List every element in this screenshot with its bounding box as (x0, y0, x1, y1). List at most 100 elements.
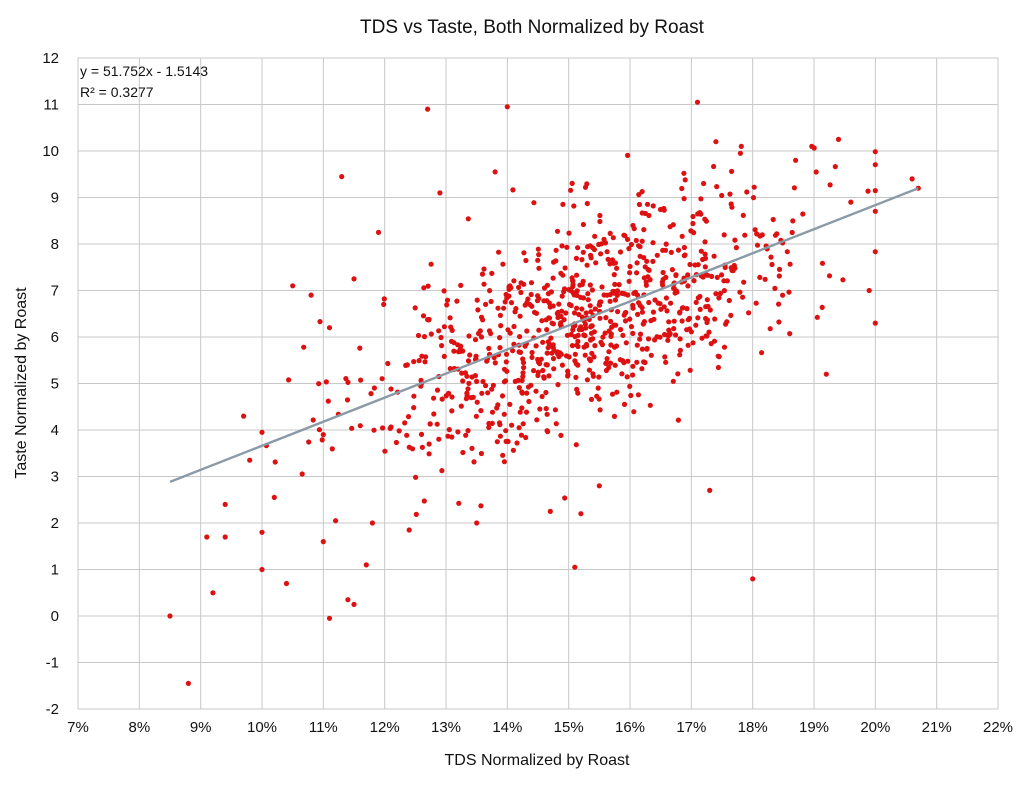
data-point (607, 230, 613, 236)
data-point (637, 336, 643, 342)
data-point (501, 411, 507, 417)
data-point (609, 324, 615, 330)
data-point (574, 386, 580, 392)
data-point (319, 437, 325, 443)
data-point (422, 359, 428, 365)
data-point (668, 249, 674, 255)
data-point (535, 369, 541, 375)
data-point (570, 281, 576, 288)
x-tick-label: 15% (554, 719, 584, 736)
data-point (737, 289, 743, 295)
data-point (507, 401, 513, 407)
data-point (543, 362, 549, 368)
data-point (514, 440, 520, 446)
data-point (416, 358, 422, 364)
data-point (511, 323, 517, 330)
data-point (521, 250, 527, 256)
data-point (555, 382, 561, 388)
data-point (449, 394, 455, 400)
data-point (552, 407, 559, 413)
y-tick-label: 10 (42, 143, 59, 160)
data-point (559, 293, 565, 299)
data-point (592, 306, 598, 312)
data-point (713, 291, 719, 297)
data-point (715, 353, 721, 359)
data-point (497, 422, 503, 428)
data-point (677, 352, 683, 358)
data-point (675, 371, 681, 377)
data-point (496, 249, 502, 255)
data-point (767, 326, 773, 332)
data-point (573, 374, 579, 380)
data-point (597, 407, 603, 413)
data-point (721, 288, 728, 294)
data-point (650, 203, 656, 209)
data-point (454, 298, 460, 304)
data-point (535, 246, 541, 252)
data-point (520, 421, 526, 427)
data-point (566, 230, 572, 236)
data-point (548, 289, 555, 295)
data-point (694, 99, 701, 105)
data-point (326, 615, 333, 621)
data-point (597, 212, 603, 219)
data-point (517, 334, 523, 340)
data-point (520, 370, 526, 376)
data-point (614, 265, 620, 271)
data-point (531, 200, 537, 206)
data-point (621, 401, 628, 407)
data-point (588, 337, 594, 343)
data-point (494, 439, 500, 445)
data-point (447, 315, 453, 321)
data-point (729, 267, 735, 273)
data-point (610, 288, 616, 294)
data-point (497, 335, 503, 341)
data-point (460, 378, 466, 384)
data-point (636, 201, 643, 208)
data-point (592, 343, 598, 349)
data-point (625, 152, 631, 158)
data-point (357, 423, 363, 429)
data-point (677, 347, 684, 353)
data-point (574, 272, 580, 278)
data-point (647, 277, 653, 283)
data-point (427, 421, 433, 427)
data-point (524, 390, 530, 396)
data-point (357, 345, 363, 351)
data-point (428, 261, 434, 267)
y-tick-label: 4 (51, 422, 59, 439)
data-point (310, 417, 316, 423)
data-point (616, 282, 622, 288)
data-point (371, 427, 377, 433)
data-point (562, 495, 568, 501)
data-point (762, 276, 768, 282)
y-tick-label: -2 (46, 701, 59, 718)
data-point (677, 336, 683, 342)
data-point (827, 182, 833, 188)
data-point (600, 334, 606, 340)
data-point (645, 266, 651, 273)
data-point (508, 300, 515, 306)
data-point (614, 288, 621, 294)
data-point (626, 246, 632, 252)
data-point (693, 299, 699, 305)
data-point (492, 169, 498, 175)
data-point (431, 395, 437, 401)
data-point (478, 334, 485, 340)
data-point (474, 399, 480, 405)
data-point (499, 393, 506, 399)
data-point (509, 422, 515, 428)
data-point (724, 319, 730, 325)
data-point (714, 274, 720, 280)
x-tick-label: 12% (370, 719, 400, 736)
data-point (620, 332, 626, 338)
data-point (668, 300, 674, 306)
data-point (425, 106, 431, 112)
data-point (596, 483, 602, 489)
data-point (606, 349, 612, 355)
data-point (446, 427, 452, 433)
data-point (492, 360, 498, 366)
data-point (379, 376, 385, 382)
y-tick-label: 9 (51, 190, 59, 207)
